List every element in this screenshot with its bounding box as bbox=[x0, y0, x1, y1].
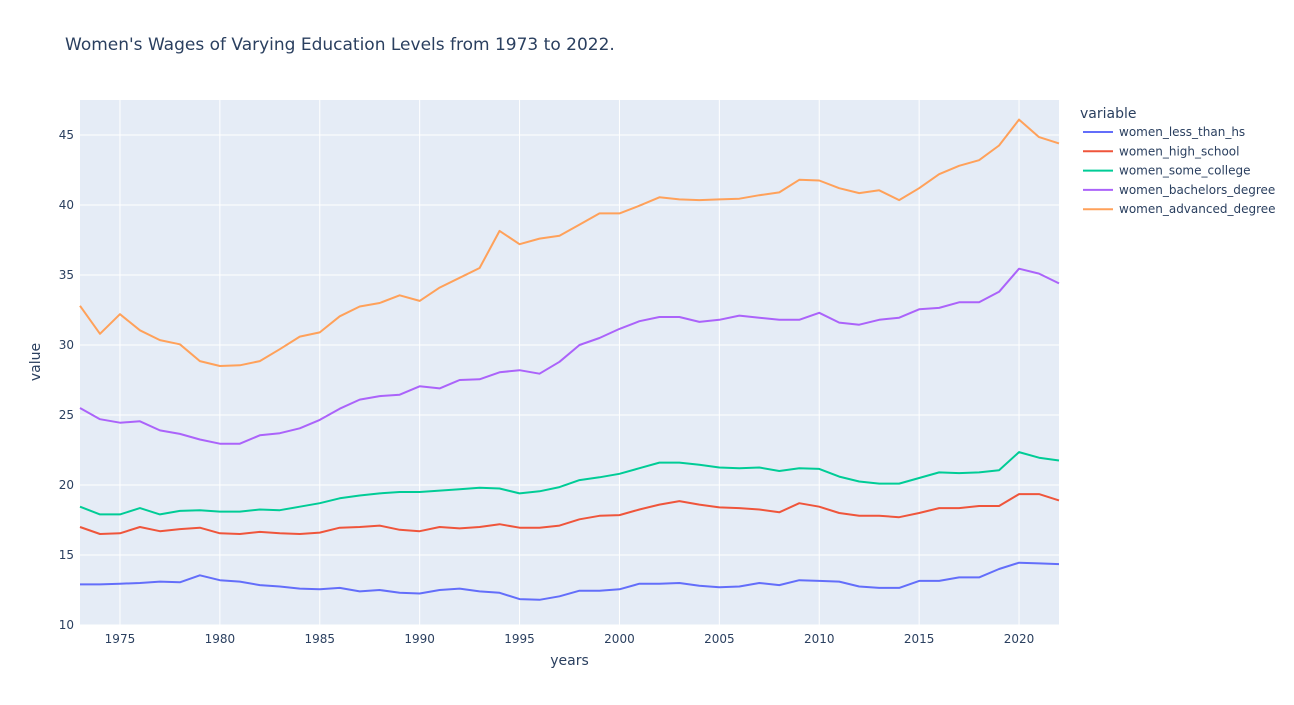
plot-area bbox=[80, 100, 1059, 625]
y-axis-ticks: 10 15 20 25 30 35 40 45 bbox=[59, 128, 74, 632]
legend-item-women_high_school[interactable]: women_high_school bbox=[1083, 144, 1239, 158]
legend-item-women_less_than_hs[interactable]: women_less_than_hs bbox=[1083, 125, 1245, 139]
y-axis-title: value bbox=[28, 343, 44, 381]
y-tick-label: 15 bbox=[59, 548, 74, 562]
grid-lines bbox=[80, 100, 1059, 626]
x-tick-label: 2015 bbox=[904, 632, 935, 646]
legend-label: women_advanced_degree bbox=[1119, 202, 1276, 216]
series-line-women_some_college[interactable] bbox=[79, 451, 1060, 516]
legend-item-women_bachelors_degree[interactable]: women_bachelors_degree bbox=[1083, 183, 1275, 197]
legend-title: variable bbox=[1080, 106, 1136, 122]
y-tick-label: 35 bbox=[59, 268, 74, 282]
y-tick-label: 40 bbox=[59, 198, 74, 212]
legend-item-women_advanced_degree[interactable]: women_advanced_degree bbox=[1083, 202, 1276, 216]
series-lines bbox=[79, 118, 1060, 601]
series-line-women_advanced_degree[interactable] bbox=[79, 118, 1060, 367]
x-tick-label: 1995 bbox=[504, 632, 535, 646]
chart-title: Women's Wages of Varying Education Level… bbox=[65, 35, 615, 55]
x-tick-label: 1980 bbox=[205, 632, 236, 646]
x-tick-label: 1975 bbox=[105, 632, 136, 646]
x-axis-ticks: 1975 1980 1985 1990 1995 2000 2005 2010 2015 2020 bbox=[105, 632, 1035, 646]
legend[interactable]: variable women_less_than_hs women_high_sc… bbox=[1080, 106, 1276, 216]
y-tick-label: 25 bbox=[59, 408, 74, 422]
x-tick-label: 1985 bbox=[304, 632, 335, 646]
y-tick-label: 10 bbox=[59, 618, 74, 632]
x-tick-label: 2010 bbox=[804, 632, 835, 646]
legend-label: women_high_school bbox=[1119, 144, 1239, 158]
legend-label: women_bachelors_degree bbox=[1119, 183, 1275, 197]
series-line-women_bachelors_degree[interactable] bbox=[79, 267, 1060, 445]
x-axis-title: years bbox=[550, 653, 589, 669]
legend-label: women_some_college bbox=[1119, 164, 1251, 178]
x-tick-label: 2020 bbox=[1004, 632, 1035, 646]
series-line-women_high_school[interactable] bbox=[79, 493, 1060, 535]
y-tick-label: 45 bbox=[59, 128, 74, 142]
y-tick-label: 20 bbox=[59, 478, 74, 492]
x-tick-label: 2005 bbox=[704, 632, 735, 646]
x-tick-label: 2000 bbox=[604, 632, 635, 646]
legend-label: women_less_than_hs bbox=[1119, 125, 1245, 139]
legend-item-women_some_college[interactable]: women_some_college bbox=[1083, 164, 1251, 178]
series-line-women_less_than_hs[interactable] bbox=[80, 561, 1060, 601]
x-tick-label: 1990 bbox=[404, 632, 435, 646]
y-tick-label: 30 bbox=[59, 338, 74, 352]
